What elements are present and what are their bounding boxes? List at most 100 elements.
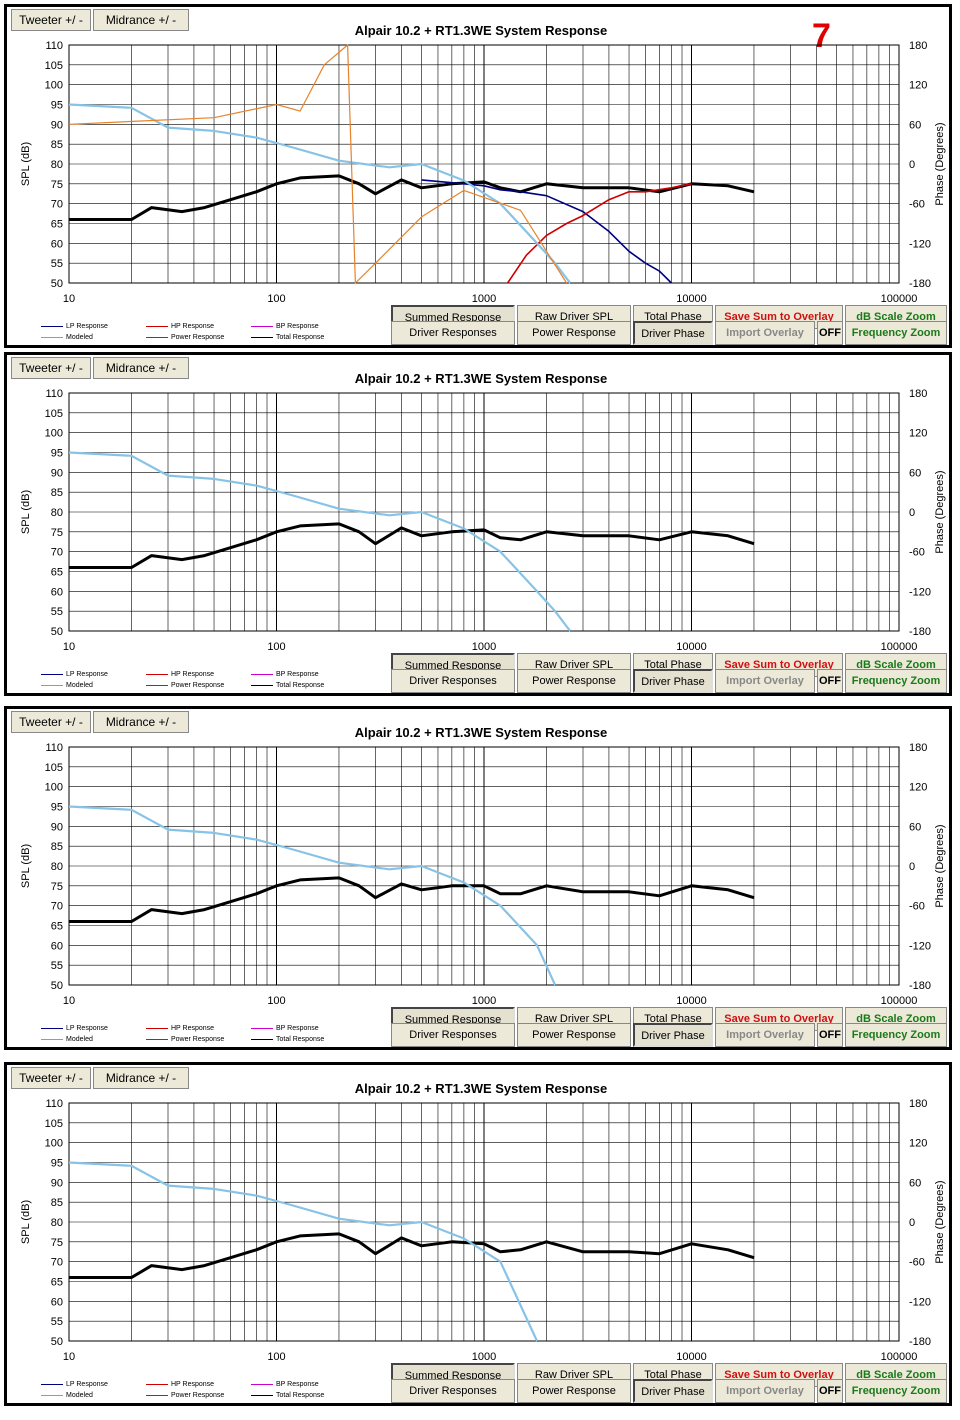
legend-label: Modeled xyxy=(66,682,93,689)
legend-label: Total Response xyxy=(276,1392,325,1399)
x-tick-label: 1000 xyxy=(472,293,496,305)
driver-responses-button[interactable]: Driver Responses xyxy=(391,321,515,345)
legend-swatch xyxy=(251,684,273,686)
y2-tick-label: 0 xyxy=(909,507,915,519)
y2-tick-label: -60 xyxy=(909,901,925,913)
series-total-response xyxy=(69,876,755,923)
chart-panel-1: Tweeter +/ - Midrance +/ - Alpair 10.2 + R… xyxy=(4,4,952,348)
plot-frame xyxy=(68,746,900,986)
legend-label: Modeled xyxy=(66,1392,93,1399)
legend-swatch xyxy=(146,1038,168,1040)
legend-item: Power Response xyxy=(146,1392,224,1399)
power-response-button[interactable]: Power Response xyxy=(517,321,631,345)
y-tick-label: 60 xyxy=(51,1296,63,1308)
frequency-zoom-button[interactable]: Frequency Zoom xyxy=(845,1379,947,1403)
series-driver-phase xyxy=(68,44,568,284)
y2-axis-label: Phase (Degrees) xyxy=(934,470,946,553)
y2-tick-label: 60 xyxy=(909,821,921,833)
legend-label: HP Response xyxy=(171,671,215,678)
frequency-zoom-button[interactable]: Frequency Zoom xyxy=(845,669,947,693)
power-response-button[interactable]: Power Response xyxy=(517,669,631,693)
legend-label: Total Response xyxy=(276,682,325,689)
y2-tick-label: 180 xyxy=(909,742,927,754)
power-response-button[interactable]: Power Response xyxy=(517,1023,631,1047)
frequency-zoom-button[interactable]: Frequency Zoom xyxy=(845,321,947,345)
frequency-zoom-button[interactable]: Frequency Zoom xyxy=(845,1023,947,1047)
import-overlay-button[interactable]: Import Overlay xyxy=(715,669,815,693)
y-tick-label: 100 xyxy=(45,1138,63,1150)
overlay-off-button[interactable]: OFF xyxy=(817,1023,843,1047)
response-plot: 50556065707580859095100105110-180-120-60… xyxy=(20,1098,946,1363)
y2-tick-label: 120 xyxy=(909,80,927,92)
plot-frame xyxy=(68,44,900,284)
y-tick-label: 60 xyxy=(51,238,63,250)
import-overlay-button[interactable]: Import Overlay xyxy=(715,1379,815,1403)
y2-tick-label: -180 xyxy=(909,278,931,290)
driver-phase-button[interactable]: Driver Phase xyxy=(633,669,713,693)
legend-label: HP Response xyxy=(171,1381,215,1388)
legend-label: Modeled xyxy=(66,1036,93,1043)
overlay-off-button[interactable]: OFF xyxy=(817,1379,843,1403)
legend-label: BP Response xyxy=(276,323,319,330)
legend-label: Power Response xyxy=(171,682,225,689)
y2-tick-label: -60 xyxy=(909,547,925,559)
overlay-off-button[interactable]: OFF xyxy=(817,669,843,693)
midrange-tab[interactable]: Midrance +/ - xyxy=(93,9,189,31)
y-tick-label: 80 xyxy=(51,1217,63,1229)
chart-panel-2: Tweeter +/ - Midrance +/ - Alpair 10.2 + R… xyxy=(4,352,952,696)
y-tick-label: 50 xyxy=(51,980,63,992)
import-overlay-button[interactable]: Import Overlay xyxy=(715,321,815,345)
y-tick-label: 80 xyxy=(51,861,63,873)
x-tick-label: 10 xyxy=(63,995,75,1007)
legend-swatch xyxy=(146,684,168,686)
y-tick-label: 105 xyxy=(45,60,63,72)
midrange-tab[interactable]: Midrance +/ - xyxy=(93,1067,189,1089)
legend-item: Modeled xyxy=(41,682,93,689)
y-tick-label: 90 xyxy=(51,467,63,479)
midrange-tab[interactable]: Midrance +/ - xyxy=(93,357,189,379)
y2-tick-label: -60 xyxy=(909,1257,925,1269)
y2-axis-label: Phase (Degrees) xyxy=(934,1180,946,1263)
y2-tick-label: 120 xyxy=(909,1138,927,1150)
plot-frame xyxy=(68,392,900,632)
y2-axis-label: Phase (Degrees) xyxy=(934,824,946,907)
legend-item: HP Response xyxy=(146,323,214,330)
tweeter-tab[interactable]: Tweeter +/ - xyxy=(11,711,91,733)
import-overlay-button[interactable]: Import Overlay xyxy=(715,1023,815,1047)
y-tick-label: 85 xyxy=(51,841,63,853)
y-tick-label: 95 xyxy=(51,1158,63,1170)
driver-phase-button[interactable]: Driver Phase xyxy=(633,1379,713,1403)
legend-label: Power Response xyxy=(171,334,225,341)
midrange-tab[interactable]: Midrance +/ - xyxy=(93,711,189,733)
y-tick-label: 55 xyxy=(51,960,63,972)
legend-item: Modeled xyxy=(41,1036,93,1043)
y-tick-label: 60 xyxy=(51,940,63,952)
driver-responses-button[interactable]: Driver Responses xyxy=(391,669,515,693)
chart-panel-3: Tweeter +/ - Midrance +/ - Alpair 10.2 + R… xyxy=(4,706,952,1050)
y-tick-label: 55 xyxy=(51,606,63,618)
x-tick-label: 100 xyxy=(267,1351,285,1363)
series-total-phase xyxy=(68,451,571,632)
x-tick-label: 10 xyxy=(63,293,75,305)
y-tick-label: 70 xyxy=(51,1257,63,1269)
legend-swatch xyxy=(146,325,168,327)
driver-responses-button[interactable]: Driver Responses xyxy=(391,1379,515,1403)
driver-responses-button[interactable]: Driver Responses xyxy=(391,1023,515,1047)
power-response-button[interactable]: Power Response xyxy=(517,1379,631,1403)
legend-label: BP Response xyxy=(276,1025,319,1032)
tweeter-tab[interactable]: Tweeter +/ - xyxy=(11,357,91,379)
tweeter-tab[interactable]: Tweeter +/ - xyxy=(11,1067,91,1089)
y2-tick-label: 120 xyxy=(909,428,927,440)
db-scale-zoom-button[interactable]: dB Scale Zoom xyxy=(845,305,947,329)
driver-phase-button[interactable]: Driver Phase xyxy=(633,321,713,345)
legend-item: LP Response xyxy=(41,1025,108,1032)
tweeter-tab[interactable]: Tweeter +/ - xyxy=(11,9,91,31)
chart-title: Alpair 10.2 + RT1.3WE System Response xyxy=(354,1081,608,1096)
driver-phase-button[interactable]: Driver Phase xyxy=(633,1023,713,1047)
y-tick-label: 100 xyxy=(45,80,63,92)
legend-label: LP Response xyxy=(66,1025,108,1032)
y2-tick-label: -180 xyxy=(909,626,931,638)
overlay-off-button[interactable]: OFF xyxy=(817,321,843,345)
x-tick-label: 10 xyxy=(63,1351,75,1363)
chart-panel-4: Tweeter +/ - Midrance +/ - Alpair 10.2 + R… xyxy=(4,1062,952,1406)
